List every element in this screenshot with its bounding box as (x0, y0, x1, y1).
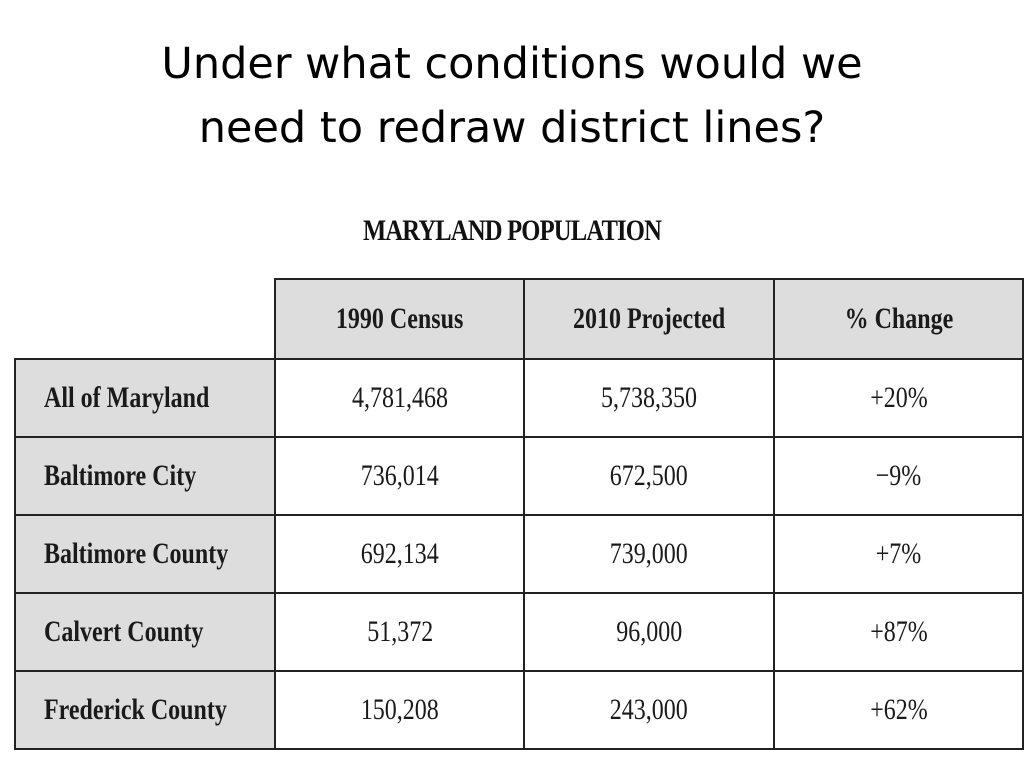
projected-2010-cell: 5,738,350 (523, 358, 775, 438)
table-corner-cell (15, 279, 277, 360)
percent-change-cell: +87% (772, 592, 1024, 672)
census-1990-cell: 150,208 (274, 670, 526, 750)
projected-2010-cell: 243,000 (523, 670, 775, 750)
row-header: Calvert County (13, 592, 277, 672)
cell-value: 150,208 (360, 693, 439, 726)
row-header: Frederick County (13, 670, 277, 750)
cell-value: 736,014 (360, 459, 439, 492)
table-caption: MARYLAND POPULATION (362, 214, 662, 247)
cell-value: +7% (875, 537, 922, 570)
cell-value: 4,781,468 (351, 381, 448, 414)
table-row: Baltimore City 736,014 672,500 −9% (13, 436, 1024, 516)
slide-title: Under what conditions would we need to r… (60, 32, 964, 160)
percent-change-cell: +62% (772, 670, 1024, 750)
column-header-label: % Change (844, 302, 953, 335)
cell-value: 672,500 (610, 459, 689, 492)
column-header-1990-census: 1990 Census (274, 278, 526, 360)
row-header: Baltimore County (13, 514, 277, 594)
cell-value: +20% (869, 381, 928, 414)
cell-value: +87% (869, 615, 928, 648)
row-label: Calvert County (44, 615, 204, 648)
census-1990-cell: 736,014 (274, 436, 526, 516)
cell-value: −9% (875, 459, 922, 492)
cell-value: 739,000 (610, 537, 689, 570)
census-1990-cell: 51,372 (274, 592, 526, 672)
slide-title-line-2: need to redraw district lines? (198, 103, 826, 153)
column-header-label: 2010 Projected (573, 302, 726, 335)
table-header-row: 1990 Census 2010 Projected % Change (15, 278, 1024, 360)
population-table: 1990 Census 2010 Projected % Change All … (13, 278, 1024, 750)
cell-value: 5,738,350 (601, 381, 698, 414)
table-row: Baltimore County 692,134 739,000 +7% (13, 514, 1024, 594)
column-header-percent-change: % Change (772, 278, 1024, 360)
projected-2010-cell: 96,000 (523, 592, 775, 672)
cell-value: 243,000 (610, 693, 689, 726)
column-header-label: 1990 Census (336, 302, 464, 335)
row-label: Baltimore City (44, 459, 197, 492)
column-header-2010-projected: 2010 Projected (523, 278, 775, 360)
projected-2010-cell: 672,500 (523, 436, 775, 516)
cell-value: 96,000 (616, 615, 683, 648)
cell-value: 692,134 (360, 537, 439, 570)
cell-value: +62% (869, 693, 928, 726)
percent-change-cell: +7% (772, 514, 1024, 594)
percent-change-cell: +20% (772, 358, 1024, 438)
row-label: Frederick County (44, 693, 227, 726)
table-row: Frederick County 150,208 243,000 +62% (13, 670, 1024, 750)
slide-title-line-1: Under what conditions would we (161, 39, 863, 89)
projected-2010-cell: 739,000 (523, 514, 775, 594)
table-row: All of Maryland 4,781,468 5,738,350 +20% (13, 358, 1024, 438)
census-1990-cell: 4,781,468 (274, 358, 526, 438)
percent-change-cell: −9% (772, 436, 1024, 516)
row-header: All of Maryland (13, 358, 277, 438)
table-row: Calvert County 51,372 96,000 +87% (13, 592, 1024, 672)
row-header: Baltimore City (13, 436, 277, 516)
row-label: All of Maryland (44, 381, 210, 414)
cell-value: 51,372 (366, 615, 433, 648)
census-1990-cell: 692,134 (274, 514, 526, 594)
row-label: Baltimore County (44, 537, 229, 570)
